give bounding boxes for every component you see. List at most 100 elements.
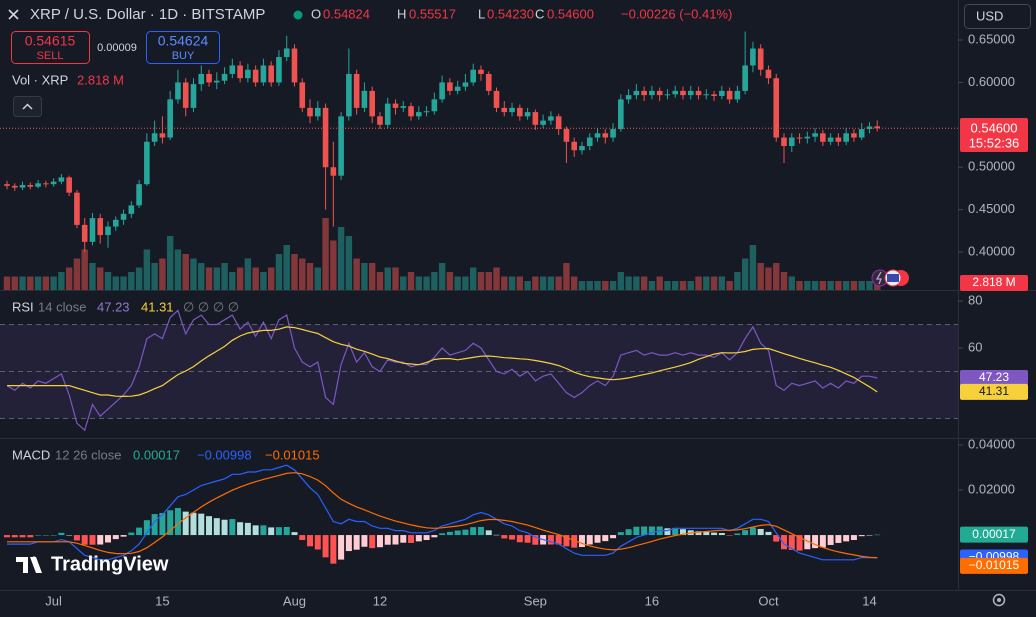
- candle-body: [656, 90, 663, 96]
- macd-histogram-bar: [314, 535, 321, 550]
- x-tick-label: Jul: [45, 593, 62, 608]
- close-icon[interactable]: [8, 9, 19, 20]
- candle-body: [695, 90, 702, 96]
- macd-histogram-bar: [633, 526, 640, 536]
- volume-bar: [501, 276, 508, 290]
- volume-bar: [609, 281, 617, 290]
- macd-histogram-bar: [470, 527, 477, 536]
- candle-body: [485, 73, 492, 91]
- macd-histogram-bar: [97, 535, 104, 545]
- macd-histogram-bar: [734, 533, 741, 536]
- candle-body: [89, 218, 96, 242]
- candle-body: [423, 111, 430, 113]
- chevron-icon: [22, 103, 33, 110]
- macd-histogram-bar: [167, 510, 174, 536]
- macd-histogram-bar: [594, 535, 601, 543]
- macd-histogram-bar: [128, 532, 135, 536]
- candle-body: [408, 106, 414, 117]
- ohlc-key: H: [397, 6, 406, 21]
- sell-label: SELL: [37, 50, 64, 62]
- macd-histogram-bar: [322, 535, 329, 558]
- volume-bar: [477, 272, 485, 290]
- candle-body: [50, 181, 57, 185]
- macd-histogram-bar: [213, 518, 220, 536]
- volume-tag-value: 2.818 M: [972, 275, 1015, 289]
- candle-body: [594, 133, 601, 138]
- candle-body: [175, 82, 181, 100]
- candle-body: [781, 137, 787, 147]
- macd-histogram-bar: [532, 535, 539, 545]
- candle-body: [524, 112, 531, 117]
- volume-bar: [625, 276, 632, 290]
- candle-body: [571, 141, 578, 151]
- candle-body: [478, 69, 484, 74]
- candle-body: [66, 177, 72, 193]
- candle-body: [81, 224, 88, 242]
- macd-histogram-bar: [749, 527, 756, 536]
- candle-body: [229, 65, 236, 74]
- candle-body: [268, 65, 274, 83]
- macd-readout: −0.01015: [265, 447, 320, 462]
- settings-icon[interactable]: [992, 593, 1006, 607]
- volume-bar: [438, 263, 446, 290]
- volume-bar: [112, 276, 119, 290]
- symbol: XRP / U.S. Dollar · 1D · BITSTAMP: [30, 6, 265, 23]
- macd-histogram-bar: [73, 535, 80, 541]
- change: −0.00226 (−0.41%): [621, 6, 732, 21]
- volume-bar: [516, 276, 524, 290]
- macd-histogram-bar: [58, 532, 65, 536]
- macd-histogram-bar: [307, 535, 314, 547]
- volume-bar: [415, 276, 423, 290]
- macd-histogram-bar: [198, 513, 205, 536]
- volume-bar: [198, 263, 205, 290]
- ohlc-value: 0.54600: [547, 6, 594, 21]
- volume-bar: [135, 267, 143, 290]
- volume-bar: [283, 245, 290, 290]
- y-tick-label: 0.04000: [968, 436, 1015, 451]
- volume-bar: [757, 263, 764, 290]
- candle-body: [579, 146, 585, 151]
- currency-button[interactable]: [964, 4, 1031, 29]
- candle-body: [346, 73, 352, 117]
- candle-body: [58, 177, 65, 182]
- buy-price: 0.54624: [158, 33, 209, 49]
- volume-bar: [423, 276, 430, 290]
- volume-bar: [602, 281, 609, 290]
- macd-histogram-bar: [206, 516, 213, 536]
- candle-body: [493, 90, 500, 108]
- volume-bar: [431, 272, 438, 290]
- macd-histogram-bar: [415, 535, 422, 542]
- candle-body: [618, 99, 624, 130]
- volume-bar: [765, 267, 772, 290]
- volume-bar: [842, 281, 850, 290]
- sell-button[interactable]: [11, 31, 90, 64]
- macd-histogram-bar: [625, 529, 632, 536]
- buy-button[interactable]: [146, 31, 220, 64]
- macd-histogram-bar: [462, 529, 469, 536]
- collapse-button[interactable]: [13, 96, 42, 117]
- macd-histogram-bar: [120, 535, 127, 537]
- price-tag: [960, 118, 1028, 152]
- macd-histogram-bar: [268, 527, 275, 536]
- macd-histogram-bar: [664, 528, 671, 536]
- macd-histogram-bar: [361, 535, 368, 547]
- candle-body: [252, 69, 259, 83]
- candle-body: [151, 133, 158, 142]
- volume-bar: [275, 254, 283, 290]
- macd-histogram-bar: [50, 535, 57, 536]
- candle-body: [221, 73, 228, 81]
- volume-bar: [571, 276, 578, 290]
- candle-body: [392, 103, 399, 108]
- volume-bar: [368, 263, 376, 290]
- candle-body: [866, 126, 873, 130]
- macd-histogram-bar: [454, 530, 461, 536]
- volume-bar: [314, 267, 321, 290]
- volume-bar: [695, 276, 702, 290]
- volume-bar: [555, 276, 562, 290]
- volume-bar: [672, 281, 679, 290]
- volume-bar: [687, 281, 694, 290]
- candle-body: [672, 90, 679, 95]
- rsi-tag: [960, 370, 1028, 387]
- volume-bar: [656, 276, 663, 290]
- candle-body: [555, 116, 562, 130]
